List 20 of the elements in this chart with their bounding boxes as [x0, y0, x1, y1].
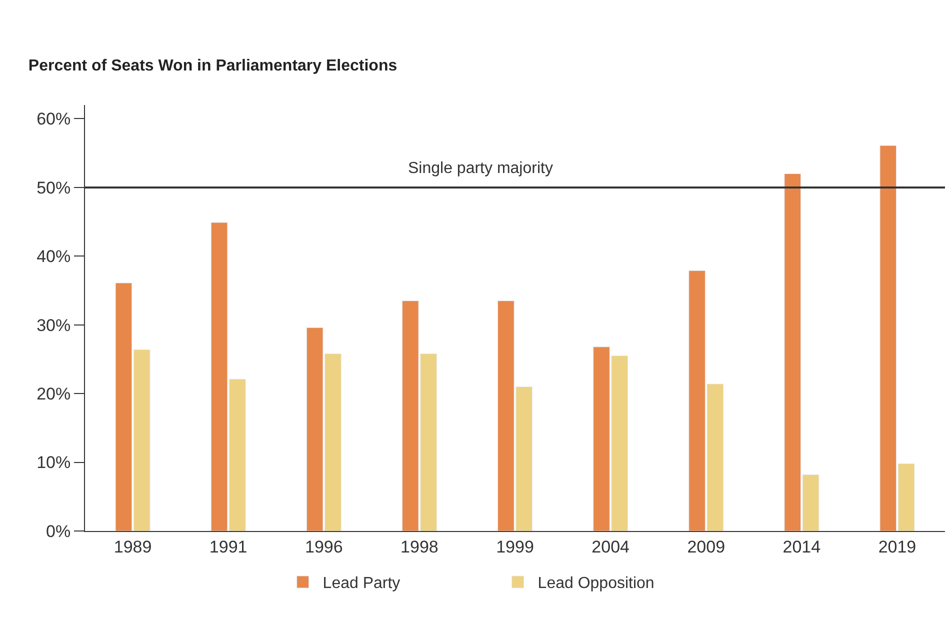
x-tick-label: 1996 [304, 537, 343, 556]
x-tick-label: 1989 [114, 537, 152, 556]
y-tick-label: 60% [36, 110, 71, 129]
y-tick-label: 0% [46, 522, 71, 541]
y-tick-label: 40% [36, 247, 71, 266]
x-tick-label: 2009 [687, 537, 726, 556]
x-tick-label: 2019 [878, 537, 916, 556]
ref-line-label: Single party majority [408, 160, 553, 177]
x-tick-label: 2004 [592, 537, 630, 556]
legend-label: Lead Party [322, 575, 400, 592]
legend-label: Lead Opposition [538, 575, 654, 592]
y-tick-label: 30% [36, 316, 71, 335]
x-tick-label: 2014 [782, 537, 821, 556]
y-tick-label: 50% [36, 178, 71, 198]
y-tick-label: 10% [36, 453, 71, 472]
x-tick-label: 1998 [400, 537, 438, 556]
y-tick-label: 20% [36, 384, 71, 404]
x-tick-label: 1999 [496, 537, 534, 556]
x-tick-label: 1991 [209, 537, 248, 556]
chart-title: Percent of Seats Won in Parliamentary Elections [28, 58, 398, 75]
